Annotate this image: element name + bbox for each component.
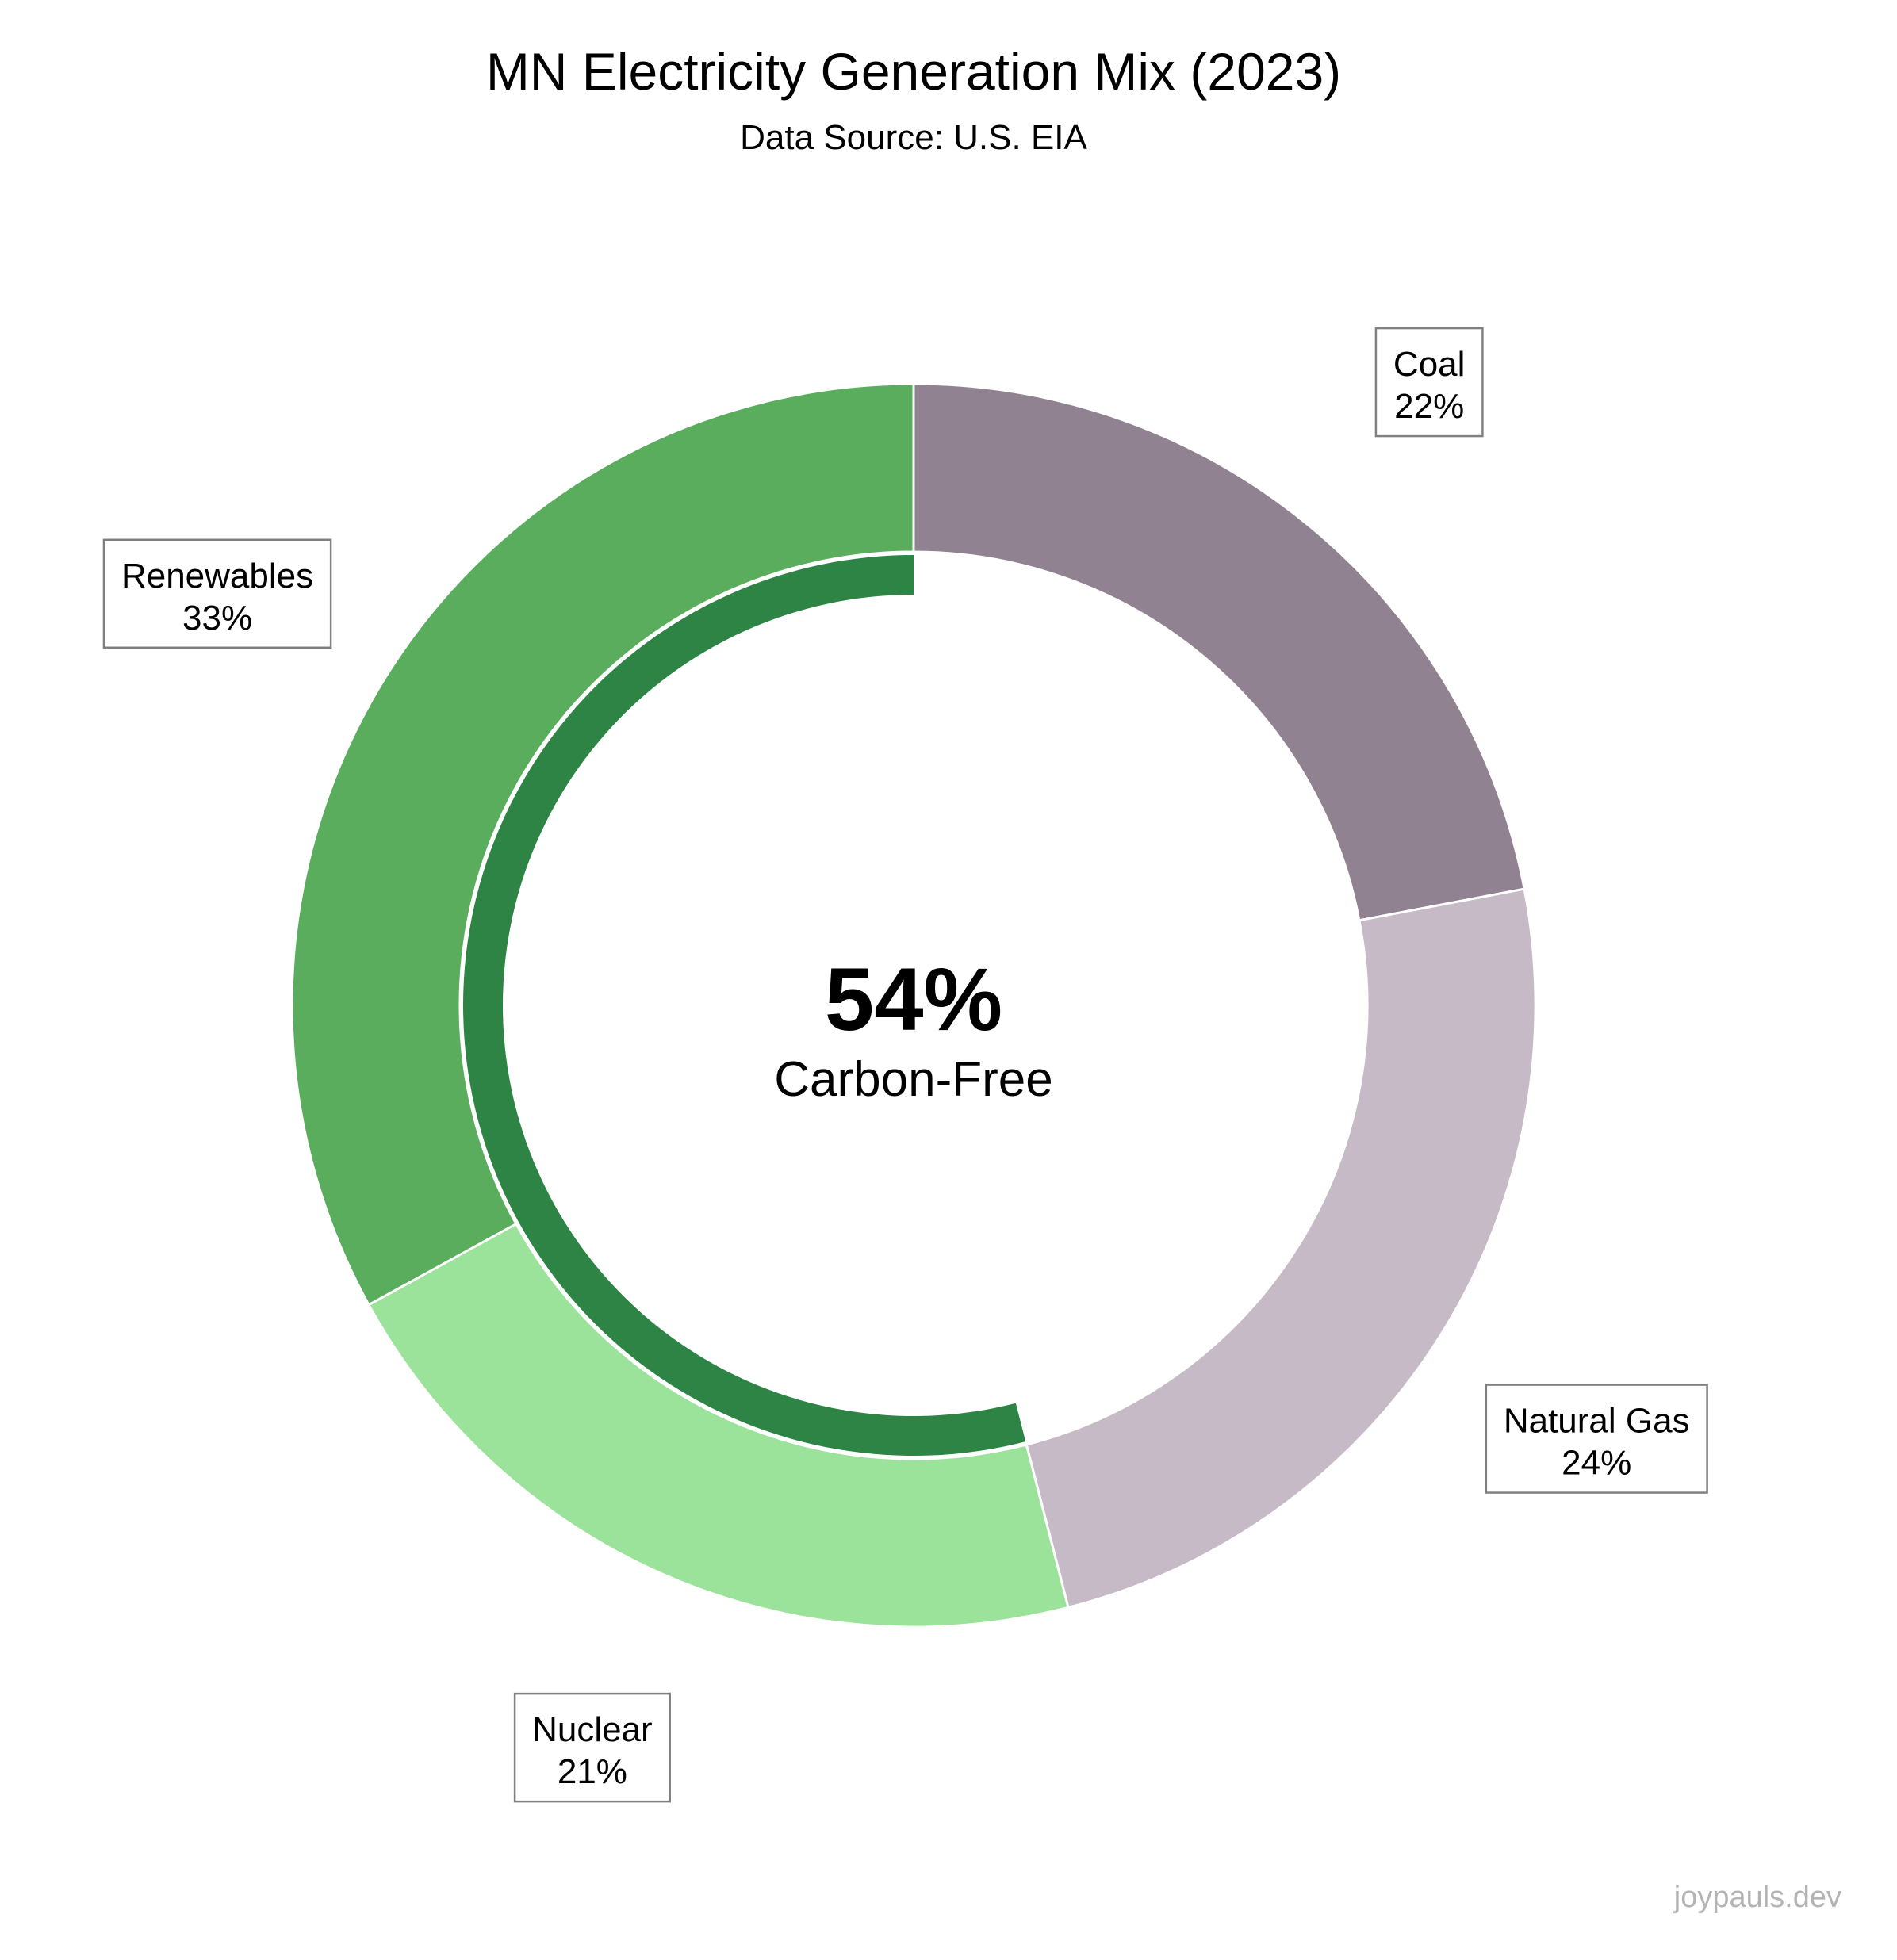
slice-label-name: Renewables	[121, 557, 313, 595]
slice-label-name: Coal	[1393, 345, 1466, 384]
center-value: 54%	[825, 950, 1002, 1049]
watermark: joypauls.dev	[1673, 1881, 1841, 1914]
slice-label-value: 22%	[1394, 387, 1464, 426]
slice-label-value: 33%	[182, 599, 252, 637]
slice-label-name: Natural Gas	[1504, 1402, 1690, 1441]
chart-title: MN Electricity Generation Mix (2023)	[486, 42, 1341, 101]
center-label: Carbon-Free	[774, 1052, 1052, 1107]
chart-subtitle: Data Source: U.S. EIA	[740, 118, 1087, 157]
slice-label-renewables: Renewables 33%	[102, 538, 332, 649]
slice-nuclear	[366, 1222, 1070, 1629]
slice-natural-gas	[1025, 887, 1537, 1610]
slice-label-value: 21%	[558, 1752, 627, 1791]
slice-renewables	[290, 382, 915, 1307]
slice-label-value: 24%	[1562, 1444, 1631, 1483]
slice-label-name: Nuclear	[532, 1710, 653, 1749]
slice-coal	[912, 382, 1526, 922]
outer-ring	[290, 382, 1537, 1629]
